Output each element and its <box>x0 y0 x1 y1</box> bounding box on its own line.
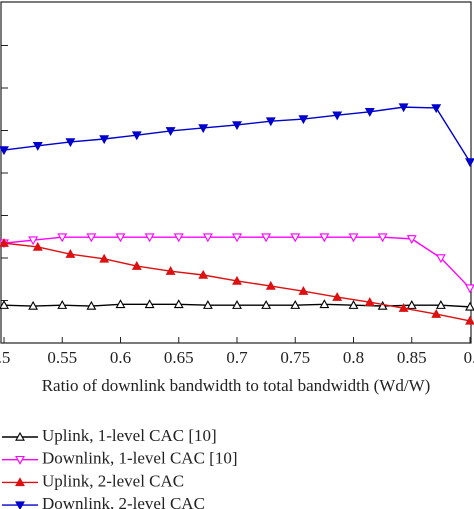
marker <box>165 266 176 275</box>
marker <box>173 233 184 243</box>
marker <box>57 233 68 243</box>
marker <box>465 315 474 325</box>
marker <box>65 138 76 148</box>
marker <box>99 135 110 145</box>
x-axis-label: Ratio of downlink bandwidth to total ban… <box>42 376 431 395</box>
marker <box>465 284 474 294</box>
legend-label: Downlink, 2-level CAC <box>42 494 205 509</box>
marker <box>86 233 97 243</box>
marker <box>406 235 417 245</box>
x-tick-label: 0.55 <box>47 348 77 367</box>
legend-label: Uplink, 2-level CAC <box>42 471 184 490</box>
marker <box>261 233 272 243</box>
marker <box>115 233 126 243</box>
marker <box>202 300 213 309</box>
marker <box>144 233 155 243</box>
marker <box>57 300 68 309</box>
marker <box>115 299 126 309</box>
marker <box>406 300 417 309</box>
marker <box>290 233 301 243</box>
marker <box>232 300 242 309</box>
marker <box>173 299 184 309</box>
legend-label: Downlink, 1-level CAC [10] <box>42 449 237 468</box>
marker <box>198 124 209 134</box>
marker <box>232 233 242 243</box>
marker <box>32 142 43 151</box>
marker <box>298 115 309 125</box>
marker <box>131 260 142 270</box>
x-tick-label: 0.65 <box>164 348 194 367</box>
legend-marker <box>15 431 25 441</box>
marker <box>232 275 242 285</box>
marker <box>435 254 446 264</box>
marker <box>99 253 110 263</box>
marker <box>435 300 446 309</box>
marker <box>319 299 330 309</box>
legend-label: Uplink, 1-level CAC [10] <box>42 426 217 445</box>
marker <box>202 233 213 243</box>
marker <box>398 303 409 312</box>
marker <box>465 301 474 311</box>
marker <box>348 233 359 243</box>
marker <box>32 241 43 251</box>
marker <box>232 121 242 131</box>
marker <box>0 300 9 309</box>
marker <box>319 233 330 243</box>
marker <box>165 127 176 137</box>
marker <box>377 300 388 310</box>
marker <box>65 249 76 258</box>
marker <box>290 300 301 309</box>
legend-marker <box>15 477 25 487</box>
marker <box>265 117 276 127</box>
marker <box>265 280 276 290</box>
marker <box>261 300 272 309</box>
x-tick-label: 0. <box>464 348 474 367</box>
marker <box>0 237 9 247</box>
marker <box>298 286 309 295</box>
marker <box>332 291 343 301</box>
marker <box>465 158 474 168</box>
x-tick-label: 0.8 <box>343 348 364 367</box>
marker <box>377 233 388 243</box>
x-tick-label: 0.6 <box>110 348 131 367</box>
marker <box>398 103 409 113</box>
x-tick-label: 0.85 <box>397 348 427 367</box>
marker <box>86 300 97 310</box>
marker <box>0 146 9 156</box>
x-tick-label: .5 <box>0 348 10 367</box>
marker <box>431 308 442 318</box>
marker <box>364 297 375 306</box>
legend-marker <box>15 501 25 509</box>
marker <box>28 300 39 310</box>
marker <box>364 108 375 117</box>
marker <box>431 104 442 114</box>
marker <box>28 236 39 246</box>
marker <box>332 111 343 121</box>
x-tick-label: 0.7 <box>226 348 248 367</box>
marker <box>131 131 142 141</box>
legend-marker <box>15 455 25 465</box>
x-tick-label: 0.75 <box>280 348 310 367</box>
plot-frame <box>0 1 472 344</box>
marker <box>348 300 359 309</box>
marker <box>198 269 209 279</box>
series-line <box>3 106 471 163</box>
marker <box>144 299 155 309</box>
